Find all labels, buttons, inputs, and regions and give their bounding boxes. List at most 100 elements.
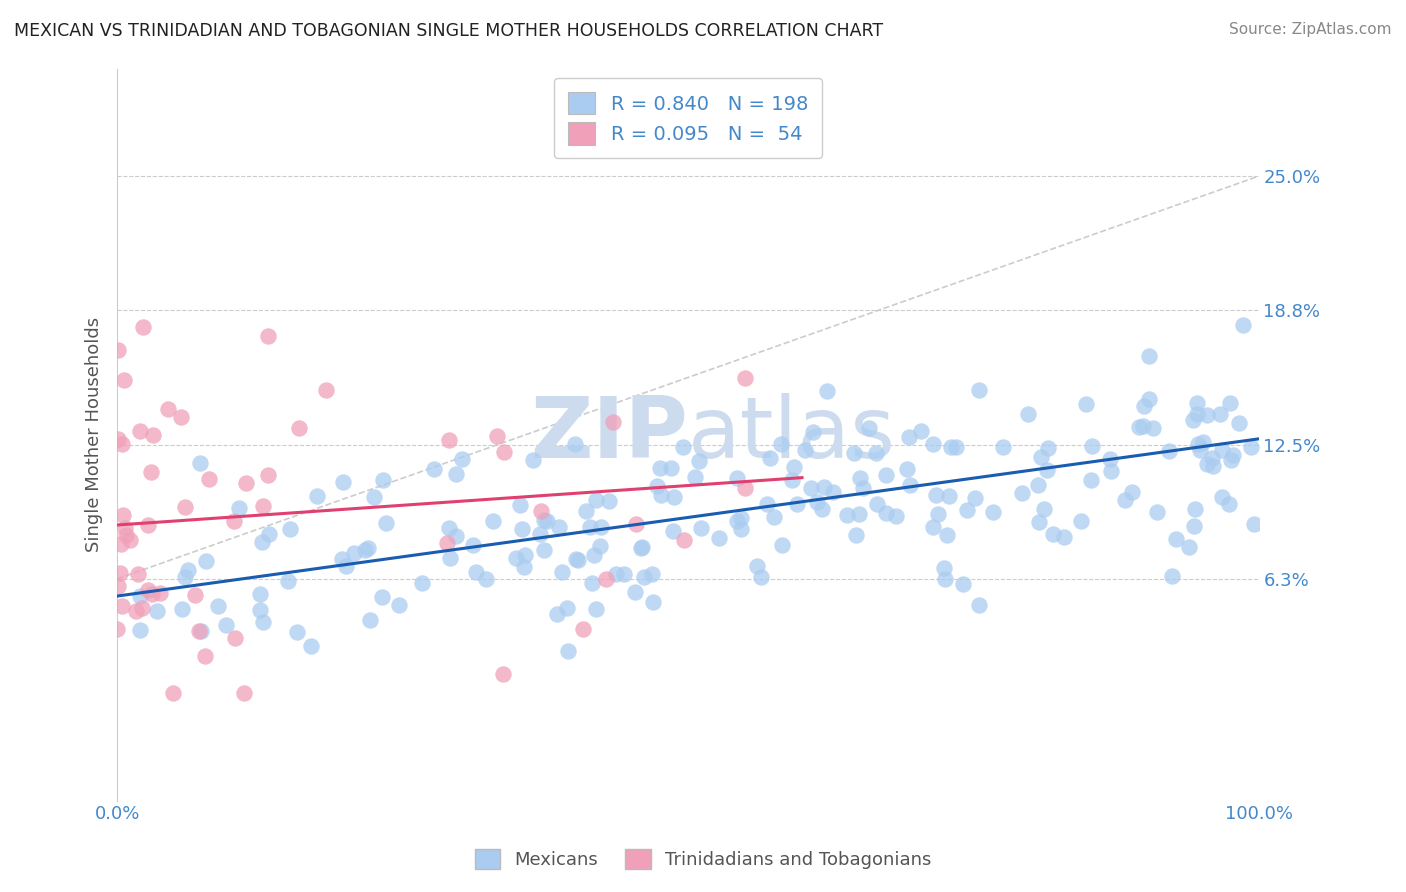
Point [1219,396,1241,410]
Point [423,462,446,476]
Point [522,452,544,467]
Point [1137,349,1160,363]
Point [939,440,962,454]
Point [1188,443,1211,458]
Point [1232,318,1254,332]
Point [650,488,672,502]
Point [256,467,278,482]
Point [866,497,889,511]
Point [193,648,215,663]
Point [734,481,756,495]
Point [444,529,467,543]
Point [631,540,654,554]
Point [945,440,967,454]
Point [925,488,948,502]
Point [1132,418,1154,433]
Point [1218,497,1240,511]
Point [513,560,536,574]
Point [533,513,555,527]
Point [173,500,195,515]
Point [259,526,281,541]
Point [630,541,652,555]
Point [886,509,908,524]
Point [934,572,956,586]
Point [589,539,612,553]
Point [845,528,868,542]
Point [641,595,664,609]
Point [492,445,515,459]
Point [530,504,553,518]
Point [922,437,945,451]
Point [1133,399,1156,413]
Point [129,623,152,637]
Point [581,576,603,591]
Point [564,437,586,451]
Text: MEXICAN VS TRINIDADIAN AND TOBAGONIAN SINGLE MOTHER HOUSEHOLDS CORRELATION CHART: MEXICAN VS TRINIDADIAN AND TOBAGONIAN SI… [14,22,883,40]
Point [1192,434,1215,449]
Point [170,602,193,616]
Point [1243,516,1265,531]
Point [107,343,129,358]
Point [786,497,808,511]
Point [1011,485,1033,500]
Point [811,501,834,516]
Point [357,541,380,556]
Point [865,445,887,459]
Point [375,516,398,530]
Point [343,546,366,560]
Point [111,599,134,613]
Point [536,515,558,529]
Point [1114,493,1136,508]
Point [555,600,578,615]
Point [898,477,921,491]
Point [780,474,803,488]
Point [848,507,870,521]
Point [1222,448,1244,462]
Point [1076,396,1098,410]
Point [633,570,655,584]
Point [835,508,858,522]
Point [120,533,142,548]
Point [112,508,135,522]
Point [1201,458,1223,473]
Point [184,588,207,602]
Point [689,521,711,535]
Point [436,536,458,550]
Text: Source: ZipAtlas.com: Source: ZipAtlas.com [1229,22,1392,37]
Point [232,686,254,700]
Point [162,686,184,700]
Point [252,615,274,630]
Point [278,522,301,536]
Point [548,519,571,533]
Point [981,505,1004,519]
Point [858,421,880,435]
Point [565,551,588,566]
Point [1146,505,1168,519]
Point [813,480,835,494]
Point [1121,485,1143,500]
Point [664,490,686,504]
Point [482,514,505,528]
Point [585,493,607,508]
Point [1142,421,1164,435]
Point [1240,440,1263,454]
Point [149,586,172,600]
Point [1017,407,1039,421]
Point [993,440,1015,454]
Point [572,623,595,637]
Point [207,599,229,614]
Point [671,441,693,455]
Point [190,624,212,639]
Point [1182,519,1205,533]
Point [673,533,696,547]
Point [842,446,865,460]
Point [509,498,531,512]
Point [1220,452,1243,467]
Text: atlas: atlas [688,393,896,476]
Point [725,514,748,528]
Point [650,461,672,475]
Point [195,553,218,567]
Point [305,489,328,503]
Point [582,548,605,562]
Point [1178,540,1201,554]
